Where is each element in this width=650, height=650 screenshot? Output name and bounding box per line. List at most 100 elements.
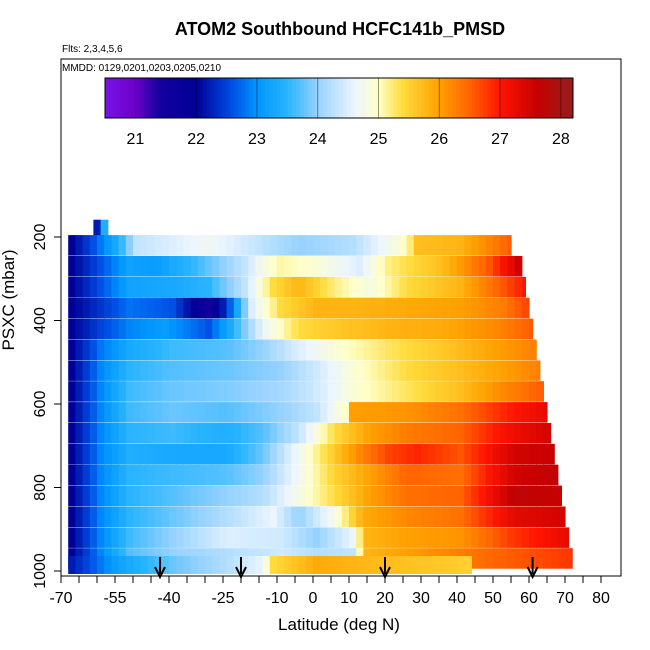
heatmap-cell	[327, 256, 336, 277]
heatmap-cell	[413, 381, 422, 402]
heatmap-cell	[154, 506, 163, 527]
heatmap-cell	[435, 464, 444, 486]
colorbar-swatch	[479, 78, 484, 118]
heatmap-cell	[190, 423, 199, 444]
heatmap-layer	[93, 219, 109, 238]
heatmap-cell	[68, 464, 76, 486]
heatmap-cell	[183, 297, 192, 319]
heatmap-cell	[565, 527, 570, 548]
heatmap-cell	[205, 256, 213, 277]
heatmap-cell	[205, 276, 213, 298]
heatmap-cell	[291, 318, 300, 340]
heatmap-cell	[428, 318, 436, 340]
heatmap-cell	[233, 464, 242, 486]
heatmap-cell	[435, 443, 444, 465]
colorbar-swatch	[374, 78, 379, 118]
heatmap-cell	[133, 443, 141, 465]
heatmap-cell	[464, 556, 472, 574]
colorbar-swatch	[459, 78, 465, 118]
heatmap-cell	[334, 360, 343, 381]
heatmap-cell	[183, 506, 192, 527]
colorbar-swatch	[202, 78, 207, 118]
heatmap-cell	[226, 297, 235, 319]
heatmap-cell	[125, 276, 134, 298]
colorbar-swatch	[272, 78, 278, 118]
heatmap-cell	[176, 464, 184, 486]
heatmap-cell	[327, 443, 336, 465]
heatmap-cell	[349, 360, 357, 381]
heatmap-cell	[334, 464, 343, 486]
heatmap-cell	[154, 464, 163, 486]
heatmap-cell	[140, 318, 148, 340]
heatmap-cell	[543, 485, 552, 507]
colorbar-swatch	[108, 78, 114, 118]
heatmap-cell	[334, 423, 343, 444]
heatmap-cell	[111, 381, 120, 402]
heatmap-cell	[197, 443, 206, 465]
heatmap-cell	[233, 485, 242, 507]
heatmap-cell	[421, 485, 429, 507]
heatmap-cell	[514, 423, 523, 444]
heatmap-cell	[349, 464, 357, 486]
heatmap-cell	[197, 276, 206, 298]
heatmap-cell	[529, 339, 537, 360]
heatmap-cell	[154, 256, 163, 277]
heatmap-cell	[140, 443, 148, 465]
heatmap-cell	[529, 443, 537, 465]
heatmap-cell	[449, 297, 458, 319]
heatmap-cell	[385, 276, 393, 298]
heatmap-cell	[406, 402, 415, 423]
colorbar-swatch	[467, 78, 473, 118]
heatmap-cell	[363, 276, 372, 298]
heatmap-cell	[68, 360, 76, 381]
heatmap-cell	[269, 235, 278, 256]
heatmap-cell	[140, 381, 148, 402]
heatmap-cell	[493, 464, 501, 486]
heatmap-cell	[118, 464, 127, 486]
heatmap-cell	[269, 276, 278, 298]
heatmap-cell	[341, 443, 350, 465]
heatmap-cell	[363, 256, 372, 277]
heatmap-cell	[514, 297, 523, 319]
colorbar-swatch	[526, 78, 531, 118]
heatmap-cell	[428, 276, 436, 298]
heatmap-cell	[313, 527, 321, 548]
heatmap-cell	[507, 235, 512, 256]
heatmap-cell	[291, 527, 300, 548]
heatmap-cell	[493, 506, 501, 527]
heatmap-cell	[334, 443, 343, 465]
heatmap-cell	[341, 423, 350, 444]
heatmap-cell	[233, 235, 242, 256]
heatmap-cell	[500, 297, 508, 319]
heatmap-cell	[392, 339, 400, 360]
heatmap-cell	[320, 297, 328, 319]
heatmap-cell	[241, 485, 249, 507]
heatmap-cell	[349, 556, 357, 574]
heatmap-cell	[269, 381, 278, 402]
heatmap-cell	[305, 485, 314, 507]
colorbar-swatch	[553, 78, 558, 118]
heatmap-cell	[226, 360, 235, 381]
heatmap-cell	[421, 506, 429, 527]
heatmap-cell	[284, 443, 292, 465]
heatmap-cell	[435, 276, 444, 298]
heatmap-cell	[457, 235, 465, 256]
heatmap-cell	[277, 360, 285, 381]
heatmap-cell	[169, 339, 177, 360]
heatmap-cell	[399, 235, 408, 256]
heatmap-cell	[392, 360, 400, 381]
heatmap-cell	[305, 318, 314, 340]
heatmap-cell	[75, 527, 84, 548]
colorbar-swatch	[522, 78, 527, 118]
heatmap-cell	[97, 556, 105, 574]
heatmap-cell	[219, 464, 228, 486]
heatmap-cell	[284, 556, 292, 574]
heatmap-cell	[464, 506, 472, 527]
heatmap-cell	[161, 443, 170, 465]
heatmap-cell	[442, 256, 451, 277]
colorbar-swatch	[424, 78, 430, 118]
heatmap-cell	[183, 339, 192, 360]
heatmap-cell	[212, 402, 220, 423]
heatmap-cell	[133, 339, 141, 360]
heatmap-cell	[543, 402, 548, 423]
